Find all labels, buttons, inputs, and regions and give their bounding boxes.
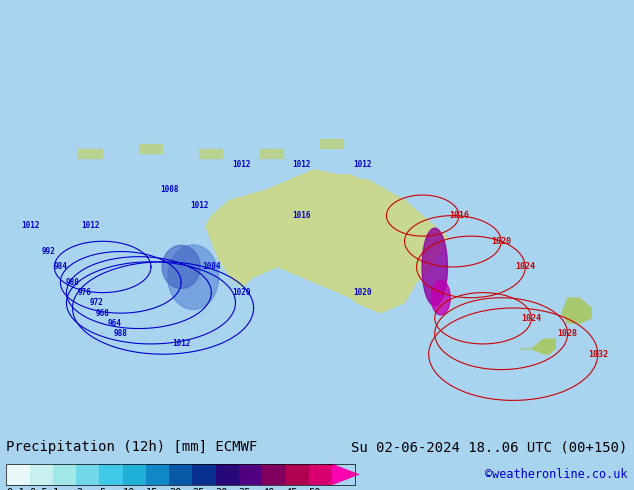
Text: 1012: 1012 [293, 160, 311, 169]
Bar [239, 464, 262, 485]
Text: 980: 980 [65, 278, 79, 287]
Text: 15: 15 [146, 488, 158, 490]
Polygon shape [332, 464, 359, 485]
Text: 968: 968 [96, 309, 110, 318]
Bar [285, 464, 309, 485]
Text: 1008: 1008 [160, 185, 178, 195]
Text: 1012: 1012 [21, 221, 39, 230]
Bar [122, 464, 146, 485]
Text: 972: 972 [89, 298, 103, 307]
Text: 984: 984 [53, 263, 67, 271]
Polygon shape [320, 139, 344, 149]
Bar [30, 464, 53, 485]
Text: 30: 30 [216, 488, 228, 490]
Text: Precipitation (12h) [mm] ECMWF: Precipitation (12h) [mm] ECMWF [6, 440, 257, 454]
Bar [76, 464, 100, 485]
Text: 1020: 1020 [232, 288, 251, 297]
Text: 5: 5 [100, 488, 106, 490]
Ellipse shape [162, 245, 200, 289]
Bar [6, 464, 355, 485]
Bar [262, 464, 285, 485]
Text: 25: 25 [192, 488, 205, 490]
Text: 1020: 1020 [353, 288, 372, 297]
Text: 0.1: 0.1 [6, 488, 25, 490]
Text: ©weatheronline.co.uk: ©weatheronline.co.uk [485, 468, 628, 481]
Text: 40: 40 [262, 488, 275, 490]
Bar [216, 464, 239, 485]
Text: 2: 2 [76, 488, 82, 490]
Text: 976: 976 [77, 288, 91, 297]
Text: 35: 35 [239, 488, 251, 490]
Text: 964: 964 [108, 319, 122, 328]
Text: 1: 1 [53, 488, 59, 490]
Text: 1032: 1032 [588, 350, 608, 359]
Polygon shape [199, 149, 223, 159]
Text: 45: 45 [285, 488, 298, 490]
Bar [192, 464, 216, 485]
Text: 992: 992 [41, 247, 55, 256]
Bar [169, 464, 192, 485]
Ellipse shape [431, 280, 450, 315]
Text: 1012: 1012 [232, 160, 251, 169]
Text: 988: 988 [114, 329, 127, 338]
Bar [53, 464, 76, 485]
Text: 1012: 1012 [190, 201, 209, 210]
Text: 10: 10 [122, 488, 135, 490]
Polygon shape [260, 149, 284, 159]
Polygon shape [139, 144, 163, 154]
Text: 1016: 1016 [449, 211, 469, 220]
Text: Su 02-06-2024 18..06 UTC (00+150): Su 02-06-2024 18..06 UTC (00+150) [351, 440, 628, 454]
Text: 1020: 1020 [491, 237, 511, 246]
Polygon shape [562, 298, 592, 323]
Bar [100, 464, 122, 485]
Text: 1012: 1012 [172, 340, 190, 348]
Bar [309, 464, 332, 485]
Polygon shape [205, 170, 447, 313]
Text: 0.5: 0.5 [30, 488, 48, 490]
Text: 1028: 1028 [557, 329, 578, 338]
Text: 1016: 1016 [293, 211, 311, 220]
Text: 1012: 1012 [353, 160, 372, 169]
Text: 1024: 1024 [521, 314, 541, 323]
Text: 20: 20 [169, 488, 181, 490]
Bar [146, 464, 169, 485]
Text: 1012: 1012 [81, 221, 100, 230]
Text: 1004: 1004 [202, 263, 221, 271]
Text: 1024: 1024 [515, 263, 535, 271]
Polygon shape [79, 149, 103, 159]
Polygon shape [519, 339, 555, 354]
Text: 50: 50 [309, 488, 321, 490]
Ellipse shape [168, 245, 219, 310]
Bar [6, 464, 30, 485]
Ellipse shape [422, 228, 448, 306]
